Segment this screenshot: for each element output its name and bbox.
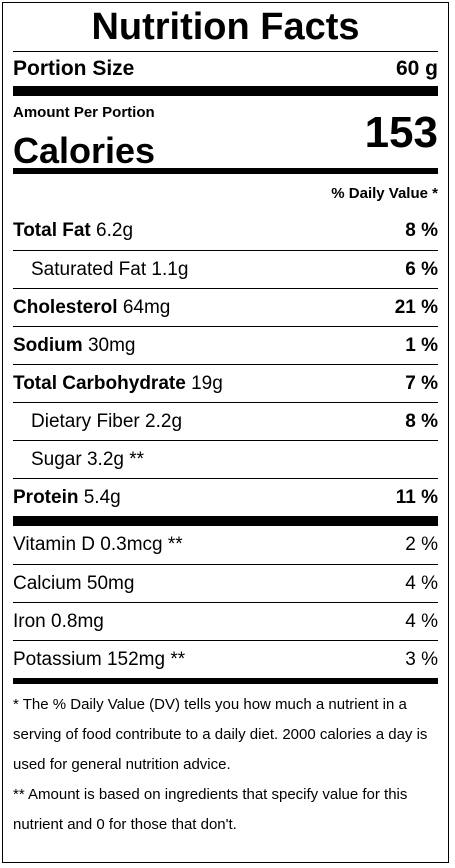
vitamin-name: Calcium — [13, 572, 82, 594]
vitamin-row-vitamin-d: Vitamin D 0.3mcg ** 2 % — [13, 526, 438, 564]
nutrient-daily-value: 7 % — [405, 372, 438, 394]
vitamin-daily-value: 3 % — [405, 648, 438, 670]
nutrient-amount: 2.2g — [145, 410, 183, 432]
nutrient-row-cholesterol: Cholesterol 64mg 21 % — [13, 288, 438, 326]
portion-size-row: Portion Size 60 g — [13, 52, 438, 86]
nutrient-amount: 6.2g — [96, 220, 134, 241]
vitamin-name: Vitamin D — [13, 534, 96, 555]
daily-value-header-label: % Daily Value * — [331, 184, 438, 202]
footnotes: * The % Daily Value (DV) tells you how m… — [13, 684, 438, 840]
nutrition-facts-label: Nutrition Facts Portion Size 60 g Amount… — [2, 2, 449, 863]
vitamin-amount: 0.3mcg ** — [100, 534, 183, 555]
title-divider — [13, 51, 438, 52]
nutrient-name: Total Fat — [13, 220, 91, 241]
nutrient-amount: 30mg — [87, 334, 136, 356]
nutrient-name: Sugar — [31, 448, 82, 470]
vitamin-name: Potassium — [13, 648, 102, 670]
nutrient-name: Protein — [13, 486, 79, 508]
nutrient-row-total-carbohydrate: Total Carbohydrate 19g 7 % — [13, 364, 438, 402]
nutrient-daily-value: 6 % — [405, 258, 438, 280]
vitamin-name: Iron — [13, 610, 46, 632]
portion-size-value: 60 g — [395, 57, 438, 80]
vitamin-daily-value: 4 % — [405, 572, 438, 594]
calories-block: Amount Per Portion Calories 153 — [13, 96, 438, 171]
nutrient-row-total-fat: Total Fat 6.2g 8 % — [13, 212, 438, 250]
nutrient-amount: 1.1g — [151, 258, 189, 280]
nutrient-row-dietary-fiber: Dietary Fiber 2.2g 8 % — [13, 402, 438, 440]
nutrient-daily-value: 11 % — [395, 486, 438, 508]
nutrient-name: Sodium — [13, 334, 83, 356]
calories-label: Calories — [13, 130, 156, 171]
vitamin-daily-value: 2 % — [405, 534, 438, 555]
footnote-divider — [13, 678, 438, 684]
calories-divider — [13, 168, 438, 174]
nutrient-list: Total Fat 6.2g 8 % Saturated Fat 1.1g 6 … — [13, 212, 438, 516]
nutrient-row-sodium: Sodium 30mg 1 % — [13, 326, 438, 364]
calories-value: 153 — [364, 108, 438, 157]
nutrient-daily-value: 21 % — [394, 296, 438, 318]
vitamin-list: Vitamin D 0.3mcg ** 2 % Calcium 50mg 4 %… — [13, 526, 438, 678]
nutrient-name: Cholesterol — [13, 296, 118, 318]
nutrient-name: Total Carbohydrate — [13, 372, 186, 394]
nutrient-amount: 64mg — [122, 296, 171, 318]
protein-divider — [13, 516, 438, 526]
portion-divider — [13, 86, 438, 96]
nutrient-row-saturated-fat: Saturated Fat 1.1g 6 % — [13, 250, 438, 288]
vitamin-amount: 0.8mg — [51, 610, 104, 632]
vitamin-daily-value: 4 % — [405, 610, 438, 632]
vitamin-amount: 50mg — [86, 572, 135, 594]
nutrient-daily-value: 8 % — [405, 410, 438, 432]
footnote-amount-basis: ** Amount is based on ingredients that s… — [13, 786, 408, 833]
nutrient-row-protein: Protein 5.4g 11 % — [13, 478, 438, 516]
nutrient-name: Dietary Fiber — [31, 410, 140, 432]
nutrient-name: Saturated Fat — [31, 258, 147, 280]
nutrient-amount: 5.4g — [83, 486, 121, 508]
nutrient-amount: 3.2g ** — [86, 448, 145, 470]
vitamin-row-iron: Iron 0.8mg 4 % — [13, 602, 438, 640]
vitamin-row-calcium: Calcium 50mg 4 % — [13, 564, 438, 602]
vitamin-amount: 152mg ** — [106, 648, 186, 670]
portion-size-label: Portion Size — [13, 57, 135, 80]
nutrient-amount: 19g — [191, 372, 223, 394]
label-title: Nutrition Facts — [91, 6, 360, 48]
daily-value-header: % Daily Value * — [13, 174, 438, 212]
footnote-daily-value: * The % Daily Value (DV) tells you how m… — [13, 696, 428, 773]
amount-per-portion-label: Amount Per Portion — [13, 104, 155, 121]
nutrient-row-sugar: Sugar 3.2g ** — [13, 440, 438, 478]
vitamin-row-potassium: Potassium 152mg ** 3 % — [13, 640, 438, 678]
nutrient-daily-value: 8 % — [405, 220, 438, 241]
nutrient-daily-value: 1 % — [405, 334, 438, 356]
